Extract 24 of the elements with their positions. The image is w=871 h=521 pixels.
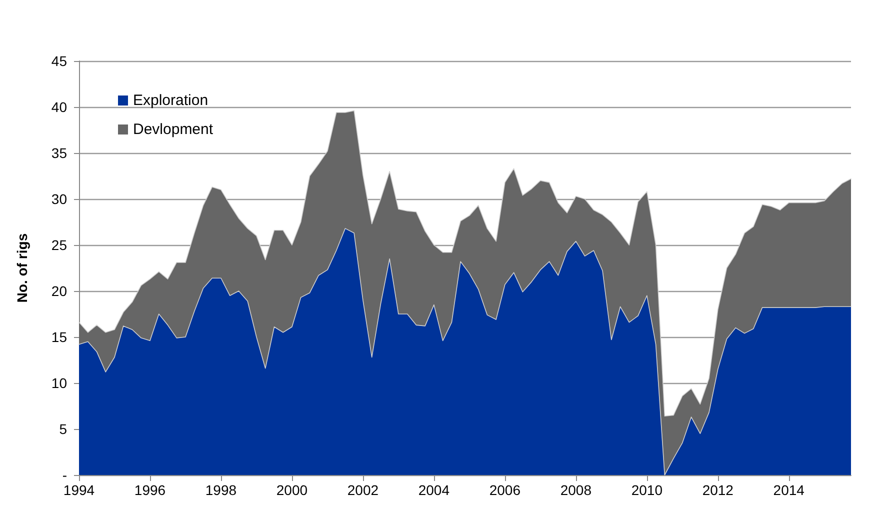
x-tick-label: 2012 <box>702 482 734 498</box>
x-tick-label: 1996 <box>134 482 166 498</box>
x-tick-label: 1998 <box>205 482 237 498</box>
y-tick-label: 25 <box>51 237 68 253</box>
y-tick-label: 45 <box>51 53 68 69</box>
x-tick-label: 1994 <box>63 482 95 498</box>
y-axis-title: No. of rigs <box>14 233 30 303</box>
y-tick-label: 20 <box>51 283 68 299</box>
x-tick-label: 2008 <box>560 482 592 498</box>
x-tick-label: 2010 <box>631 482 663 498</box>
y-tick-label: - <box>62 467 68 483</box>
y-tick-label: 15 <box>51 329 68 345</box>
x-tick-label: 2014 <box>773 482 805 498</box>
x-tick-label: 2000 <box>276 482 308 498</box>
legend-label: Devlopment <box>133 121 214 138</box>
y-tick-label: 10 <box>51 375 68 391</box>
legend-label: Exploration <box>133 92 208 109</box>
x-tick-label: 2004 <box>418 482 450 498</box>
y-tick-label: 40 <box>51 99 68 115</box>
y-tick-label: 30 <box>51 191 68 207</box>
y-tick-label: 35 <box>51 145 68 161</box>
x-tick-label: 2002 <box>347 482 379 498</box>
x-tick-label: 2006 <box>489 482 521 498</box>
y-tick-label: 5 <box>59 421 68 437</box>
